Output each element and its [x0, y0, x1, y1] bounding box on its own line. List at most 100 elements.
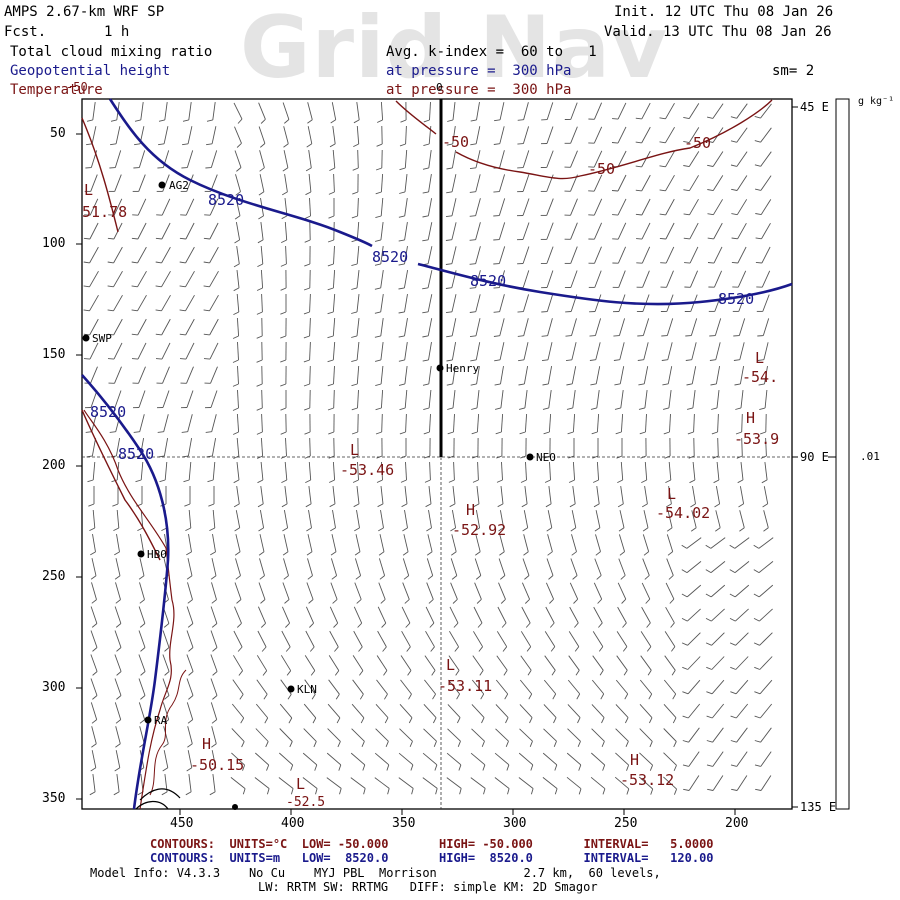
wind-barb	[139, 558, 145, 576]
wind-barb	[113, 342, 123, 360]
wind-barb	[688, 775, 700, 791]
wind-barb	[663, 703, 677, 719]
wind-barb	[715, 486, 721, 504]
wind-barb	[116, 509, 120, 529]
wind-barb-flag	[670, 622, 675, 628]
wind-barb	[687, 703, 701, 719]
wind-barb	[186, 390, 194, 408]
extremum-kind: L	[296, 775, 306, 793]
wind-barb-flag	[233, 263, 240, 268]
wind-barb	[665, 102, 675, 120]
wind-barb	[760, 103, 772, 119]
wind-barb	[188, 461, 192, 481]
wind-barb-flag	[131, 358, 139, 360]
wind-barb	[451, 198, 457, 216]
wind-barb	[185, 222, 195, 240]
wind-barb-flag	[598, 622, 603, 628]
wind-barb	[519, 728, 533, 742]
wind-barb-flag	[543, 431, 550, 435]
wind-barb	[378, 582, 386, 600]
wind-barb	[115, 126, 121, 144]
wind-barb-flag	[730, 740, 737, 743]
wind-barb-flag	[280, 431, 287, 435]
wind-barb	[185, 294, 195, 312]
wind-barb	[404, 149, 408, 169]
wind-barb-flag	[506, 764, 510, 771]
wind-barb-flag	[374, 239, 382, 242]
wind-barb	[476, 366, 480, 384]
wind-barb-flag	[375, 167, 382, 171]
wind-barb-flag	[612, 214, 619, 216]
wind-barb	[691, 342, 697, 360]
wind-barb-flag	[432, 693, 436, 700]
wind-barb-flag	[140, 647, 146, 652]
wind-barb	[644, 390, 648, 408]
wind-barb	[737, 222, 747, 240]
wind-barb-flag	[624, 717, 629, 724]
wind-barb-flag	[451, 575, 458, 580]
wind-barb-flag	[547, 551, 553, 556]
wind-barb-flag	[496, 479, 503, 483]
wind-barb	[284, 486, 288, 504]
wind-barb	[333, 389, 335, 409]
wind-barb	[470, 777, 486, 789]
wind-barb-flag	[714, 503, 720, 508]
wind-barb	[522, 150, 530, 168]
wind-barb	[355, 534, 361, 552]
wind-barb	[663, 776, 677, 790]
wind-barb	[473, 631, 483, 647]
wind-barb	[330, 558, 338, 576]
wind-barb-flag	[314, 764, 318, 771]
wind-barb-flag	[706, 140, 714, 143]
init-time: Init. 12 UTC Thu 08 Jan 26	[614, 4, 834, 20]
wind-barb	[666, 270, 674, 288]
wind-barb	[187, 750, 193, 768]
wind-barb-flag	[131, 309, 138, 312]
wind-barb	[429, 413, 431, 433]
wind-barb	[692, 390, 696, 408]
wind-barb	[596, 390, 600, 408]
wind-barb-flag	[729, 617, 736, 622]
wind-barb-flag	[528, 693, 533, 700]
wind-barb-flag	[681, 544, 688, 549]
wind-barb	[210, 702, 218, 720]
wind-barb-flag	[374, 263, 381, 266]
wind-barb	[687, 632, 701, 646]
wind-barb-flag	[682, 666, 688, 670]
wind-barb-flag	[446, 143, 453, 146]
wind-barb-flag	[310, 670, 316, 676]
wind-barb-flag	[305, 167, 312, 172]
wind-barb-flag	[518, 359, 525, 362]
wind-barb-flag	[210, 575, 217, 580]
wind-barb	[596, 413, 600, 433]
wind-barb	[333, 245, 335, 265]
wind-barb-flag	[666, 527, 673, 532]
wind-barb-flag	[114, 551, 120, 556]
wind-barb	[161, 318, 171, 336]
wind-barb-flag	[258, 191, 265, 196]
wind-barb	[617, 246, 627, 264]
wind-barb	[451, 174, 457, 192]
wind-barb	[404, 294, 408, 312]
wind-barb	[734, 584, 750, 598]
wind-barb	[90, 654, 98, 672]
wind-barb	[210, 630, 218, 648]
wind-barb	[523, 318, 529, 336]
wind-barb-flag	[755, 188, 761, 191]
wind-barb	[519, 704, 533, 718]
wind-barb-flag	[635, 117, 642, 120]
wind-barb-flag	[470, 359, 477, 362]
wind-barb-flag	[409, 741, 413, 747]
wind-barb-flag	[236, 599, 242, 604]
wind-barb-flag	[107, 237, 114, 240]
wind-barb	[259, 174, 265, 192]
extremum-kind: L	[84, 181, 94, 199]
wind-barb-flag	[435, 788, 438, 795]
wind-barb	[713, 222, 723, 240]
wind-barb-flag	[482, 764, 486, 771]
wind-barb-flag	[641, 503, 648, 508]
wind-barb	[591, 728, 605, 742]
wind-barb	[595, 510, 601, 528]
temperature-contour	[455, 99, 773, 180]
wind-barb	[428, 174, 432, 192]
